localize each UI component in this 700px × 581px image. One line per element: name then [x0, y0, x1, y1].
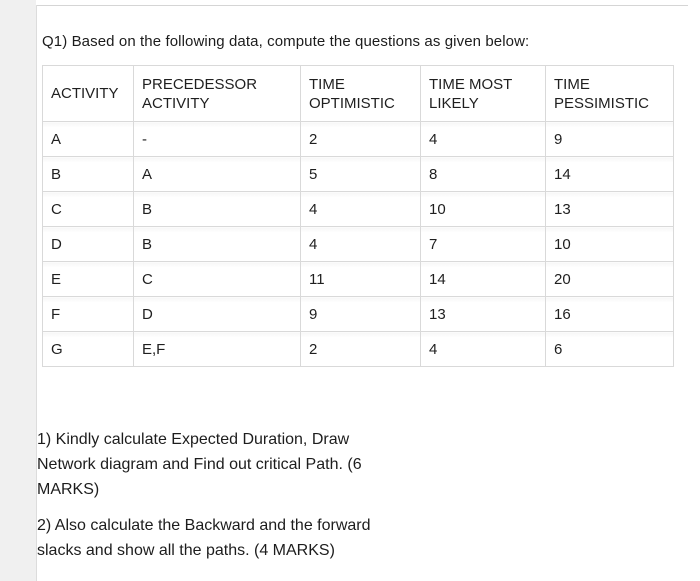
question-1-text: 1) Kindly calculate Expected Duration, D…	[37, 431, 362, 498]
table-cell-activity: B	[42, 156, 134, 192]
table-row: D B 4 7 10	[42, 226, 674, 262]
table-cell-time_most_likely: 8	[420, 156, 546, 192]
column-header: TIME MOST LIKELY	[420, 65, 546, 122]
table-cell-time_pessimistic: 16	[545, 296, 674, 332]
column-header: PRECEDESSOR ACTIVITY	[133, 65, 301, 122]
questions-block: 1) Kindly calculate Expected Duration, D…	[37, 427, 412, 574]
table-cell-time_pessimistic: 6	[545, 331, 674, 367]
table-cell-time_most_likely: 10	[420, 191, 546, 227]
table-cell-time_optimistic: 4	[300, 191, 421, 227]
table-cell-activity: D	[42, 226, 134, 262]
table-cell-time_pessimistic: 9	[545, 121, 674, 157]
table-cell-predecessor: E,F	[133, 331, 301, 367]
table-cell-time_most_likely: 4	[420, 121, 546, 157]
table-cell-predecessor: -	[133, 121, 301, 157]
table-cell-time_pessimistic: 14	[545, 156, 674, 192]
question-intro-text: Q1) Based on the following data, compute…	[42, 33, 530, 50]
table-cell-activity: G	[42, 331, 134, 367]
table-cell-time_pessimistic: 10	[545, 226, 674, 262]
table-cell-time_most_likely: 4	[420, 331, 546, 367]
table-cell-activity: C	[42, 191, 134, 227]
column-header: TIME PESSIMISTIC	[545, 65, 674, 122]
column-header: ACTIVITY	[42, 65, 134, 122]
document-page: Q1) Based on the following data, compute…	[37, 6, 700, 581]
table-cell-time_most_likely: 14	[420, 261, 546, 297]
table-cell-predecessor: B	[133, 226, 301, 262]
table-cell-time_pessimistic: 20	[545, 261, 674, 297]
table-cell-time_pessimistic: 13	[545, 191, 674, 227]
page-left-border	[36, 5, 37, 581]
table-cell-predecessor: A	[133, 156, 301, 192]
table-cell-time_optimistic: 9	[300, 296, 421, 332]
table-row: C B 4 10 13	[42, 191, 674, 227]
table-cell-predecessor: D	[133, 296, 301, 332]
table-cell-time_optimistic: 5	[300, 156, 421, 192]
activity-data-table: ACTIVITY PRECEDESSOR ACTIVITY TIME OPTIMIS…	[42, 65, 674, 367]
table-cell-activity: E	[42, 261, 134, 297]
table-cell-activity: F	[42, 296, 134, 332]
table-header-row: ACTIVITY PRECEDESSOR ACTIVITY TIME OPTIMIS…	[42, 65, 674, 122]
table-cell-time_optimistic: 11	[300, 261, 421, 297]
page-left-margin	[0, 0, 36, 581]
page-top-border	[36, 5, 688, 6]
question-2-text: 2) Also calculate the Backward and the f…	[37, 517, 371, 559]
table-row: B A 5 8 14	[42, 156, 674, 192]
table-row: E C 11 14 20	[42, 261, 674, 297]
column-header: TIME OPTIMISTIC	[300, 65, 421, 122]
table-cell-time_optimistic: 4	[300, 226, 421, 262]
table-cell-time_most_likely: 13	[420, 296, 546, 332]
table-cell-activity: A	[42, 121, 134, 157]
table-cell-predecessor: C	[133, 261, 301, 297]
table-cell-time_optimistic: 2	[300, 121, 421, 157]
table-cell-time_most_likely: 7	[420, 226, 546, 262]
table-row: G E,F 2 4 6	[42, 331, 674, 367]
table-cell-predecessor: B	[133, 191, 301, 227]
table-row: F D 9 13 16	[42, 296, 674, 332]
table-cell-time_optimistic: 2	[300, 331, 421, 367]
